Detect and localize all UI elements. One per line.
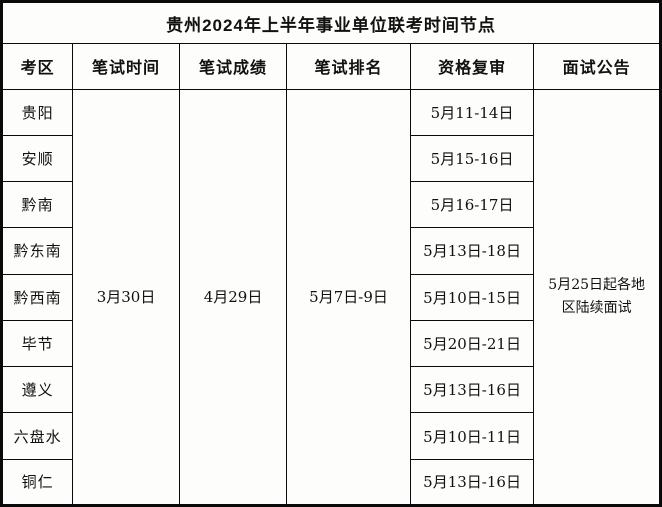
column-header-rank: 笔试排名 xyxy=(286,43,411,90)
table-title: 贵州2024年上半年事业单位联考时间节点 xyxy=(1,0,661,45)
column-header-review: 资格复审 xyxy=(409,43,535,90)
column-header-written-time: 笔试时间 xyxy=(72,43,180,90)
table-row: 黔东南 5月13日-18日 xyxy=(0,227,661,275)
qualification-review-cell: 5月15-16日 xyxy=(409,134,535,183)
region-cell: 黔南 xyxy=(0,181,74,229)
column-header-region: 考区 xyxy=(0,43,74,90)
region-cell: 毕节 xyxy=(0,319,74,368)
qualification-review-cell: 5月13日-16日 xyxy=(409,458,535,507)
region-cell: 遵义 xyxy=(0,366,74,414)
column-header-score: 笔试成绩 xyxy=(178,43,288,90)
table-row: 贵阳 3月30日 4月29日 5月7日-9日 5月11-14日 5月25日起各地… xyxy=(0,88,661,507)
table-row: 六盘水 5月10日-11日 xyxy=(0,412,661,460)
interview-notice-cell: 5月25日起各地区陆续面试 xyxy=(533,88,661,507)
table-header-row: 考区 笔试时间 笔试成绩 笔试排名 资格复审 面试公告 xyxy=(0,43,661,90)
table-row: 铜仁 5月13日-16日 xyxy=(0,458,661,507)
region-cell: 六盘水 xyxy=(0,412,74,460)
region-cell: 贵阳 xyxy=(0,88,74,136)
qualification-review-cell: 5月16-17日 xyxy=(409,181,535,229)
table-row: 安顺 5月15-16日 xyxy=(0,134,661,183)
table-row: 遵义 5月13日-16日 xyxy=(0,366,661,414)
region-cell: 安顺 xyxy=(0,134,74,183)
qualification-review-cell: 5月10日-11日 xyxy=(409,412,535,460)
table-title-row: 贵州2024年上半年事业单位联考时间节点 xyxy=(1,0,661,45)
score-release-cell: 4月29日 xyxy=(178,88,288,507)
table-row: 毕节 5月20日-21日 xyxy=(0,319,661,368)
region-cell: 黔东南 xyxy=(0,227,74,275)
region-cell: 黔西南 xyxy=(0,273,74,321)
table-row: 黔西南 5月10日-15日 xyxy=(0,273,661,321)
column-header-interview: 面试公告 xyxy=(533,43,661,90)
qualification-review-cell: 5月10日-15日 xyxy=(409,273,535,321)
table-row: 黔南 5月16-17日 xyxy=(0,181,661,229)
qualification-review-cell: 5月11-14日 xyxy=(409,88,535,136)
qualification-review-cell: 5月13日-16日 xyxy=(409,366,535,414)
region-cell: 铜仁 xyxy=(0,458,74,507)
rank-release-cell: 5月7日-9日 xyxy=(286,88,411,507)
qualification-review-cell: 5月13日-18日 xyxy=(409,227,535,275)
qualification-review-cell: 5月20日-21日 xyxy=(409,319,535,368)
written-exam-time-cell: 3月30日 xyxy=(72,88,180,507)
